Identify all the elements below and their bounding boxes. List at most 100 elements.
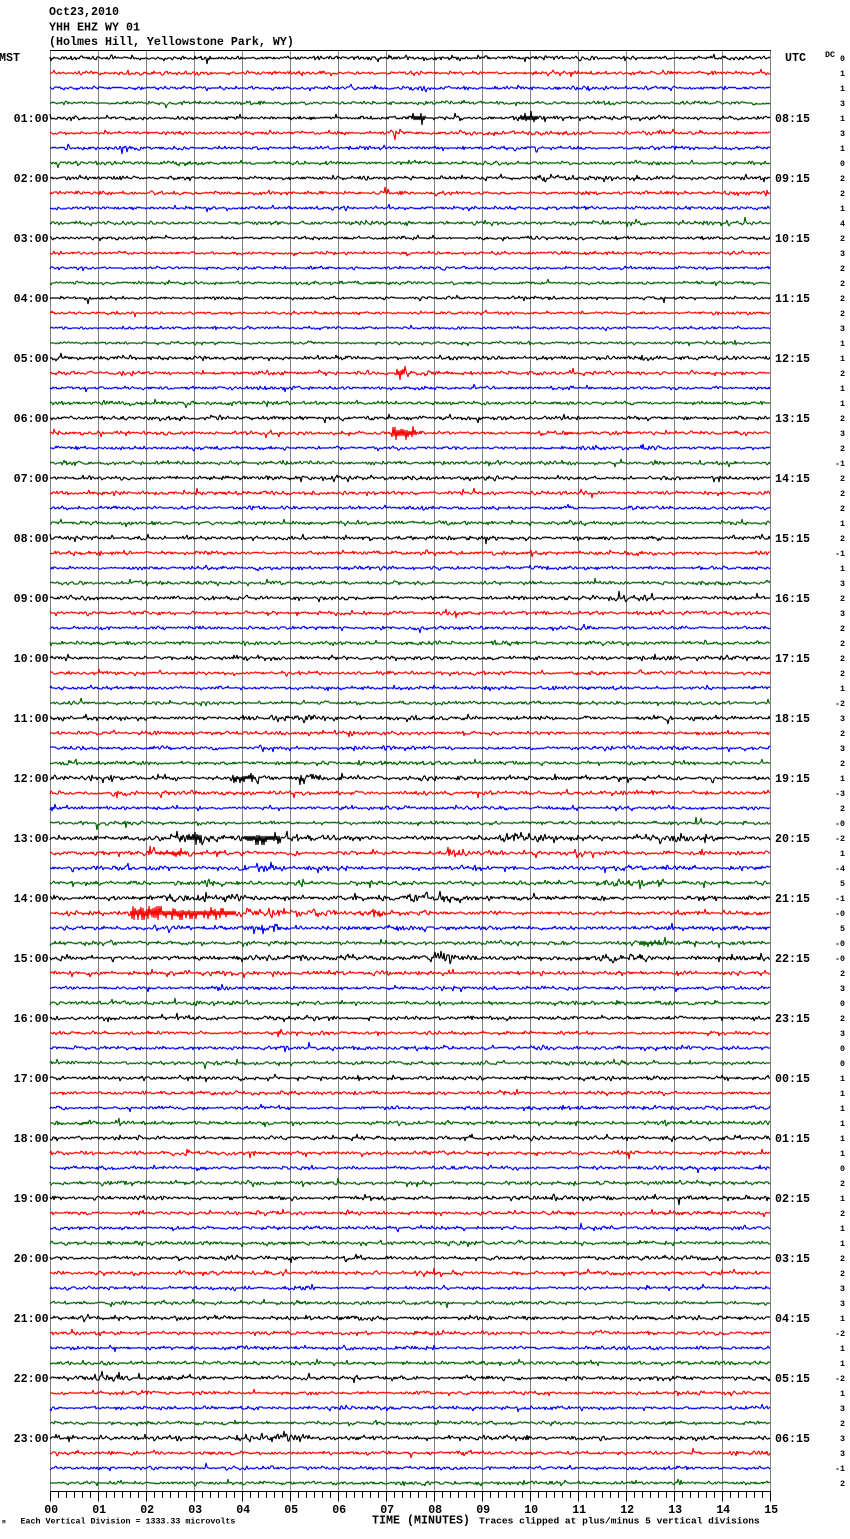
svg-text:-4: -4 [835,864,845,874]
svg-text:23:00: 23:00 [14,1432,49,1446]
svg-text:5: 5 [840,924,845,934]
svg-text:1: 1 [840,1074,845,1084]
svg-text:2: 2 [840,1254,845,1264]
svg-text:1: 1 [840,1104,845,1114]
svg-text:14: 14 [716,1503,730,1517]
svg-text:5: 5 [840,879,845,889]
svg-text:3: 3 [840,1299,845,1309]
svg-text:15:00: 15:00 [14,952,49,966]
svg-text:2: 2 [840,309,845,319]
svg-text:2: 2 [840,1014,845,1024]
svg-text:07:00: 07:00 [14,472,49,486]
svg-text:03:00: 03:00 [14,232,49,246]
svg-text:1: 1 [840,144,845,154]
svg-text:08:15: 08:15 [775,112,810,126]
svg-text:15:15: 15:15 [775,532,810,546]
svg-text:1: 1 [840,849,845,859]
svg-text:03:15: 03:15 [775,1252,810,1266]
svg-text:3: 3 [840,1434,845,1444]
svg-text:-0: -0 [835,819,845,829]
svg-text:-1: -1 [835,894,845,904]
svg-text:1: 1 [840,1344,845,1354]
svg-text:06:00: 06:00 [14,412,49,426]
svg-text:-2: -2 [835,699,845,709]
svg-text:1: 1 [840,1194,845,1204]
svg-text:17:15: 17:15 [775,652,810,666]
svg-text:-0: -0 [835,909,845,919]
svg-text:21:00: 21:00 [14,1312,49,1326]
svg-text:09:00: 09:00 [14,592,49,606]
svg-text:06:15: 06:15 [775,1432,810,1446]
svg-text:2: 2 [840,189,845,199]
svg-text:2: 2 [840,594,845,604]
svg-text:2: 2 [840,279,845,289]
svg-text:2: 2 [840,1179,845,1189]
svg-text:-0: -0 [835,954,845,964]
svg-text:10:00: 10:00 [14,652,49,666]
svg-text:14:00: 14:00 [14,892,49,906]
svg-text:05: 05 [284,1503,298,1517]
svg-text:Traces clipped at plus/minus 5: Traces clipped at plus/minus 5 vertical … [479,1516,760,1527]
svg-text:22:00: 22:00 [14,1372,49,1386]
svg-text:09: 09 [476,1503,490,1517]
svg-text:00:15: 00:15 [775,1072,810,1086]
svg-text:01:00: 01:00 [14,112,49,126]
svg-text:0: 0 [840,999,845,1009]
svg-text:2: 2 [840,1269,845,1279]
svg-text:19:00: 19:00 [14,1192,49,1206]
svg-text:18:15: 18:15 [775,712,810,726]
svg-text:1: 1 [840,1224,845,1234]
svg-text:1: 1 [840,69,845,79]
svg-text:2: 2 [840,234,845,244]
svg-text:M: M [2,1519,6,1526]
svg-text:1: 1 [840,354,845,364]
svg-text:2: 2 [840,369,845,379]
svg-text:1: 1 [840,84,845,94]
svg-text:3: 3 [840,744,845,754]
svg-text:2: 2 [840,969,845,979]
svg-text:MST: MST [0,51,20,65]
svg-text:04: 04 [236,1503,250,1517]
svg-text:2: 2 [840,639,845,649]
svg-text:YHH EHZ WY 01: YHH EHZ WY 01 [49,21,140,35]
svg-text:(Holmes Hill, Yellowstone Park: (Holmes Hill, Yellowstone Park, WY) [49,35,294,49]
svg-text:1: 1 [840,774,845,784]
svg-text:-3: -3 [835,789,845,799]
svg-text:1: 1 [840,339,845,349]
svg-text:13:00: 13:00 [14,832,49,846]
svg-text:UTC: UTC [785,51,806,65]
svg-text:02: 02 [140,1503,154,1517]
svg-text:14:15: 14:15 [775,472,810,486]
svg-text:13: 13 [668,1503,682,1517]
svg-text:07: 07 [380,1503,394,1517]
svg-text:2: 2 [840,174,845,184]
svg-text:03: 03 [188,1503,202,1517]
svg-text:08: 08 [428,1503,442,1517]
svg-text:02:15: 02:15 [775,1192,810,1206]
svg-text:1: 1 [840,1149,845,1159]
svg-text:3: 3 [840,249,845,259]
svg-text:0: 0 [840,1164,845,1174]
svg-text:-2: -2 [835,1374,845,1384]
svg-text:01:15: 01:15 [775,1132,810,1146]
svg-text:3: 3 [840,1284,845,1294]
svg-text:21:15: 21:15 [775,892,810,906]
svg-text:1: 1 [840,519,845,529]
svg-text:2: 2 [840,1209,845,1219]
svg-text:1: 1 [840,1239,845,1249]
svg-text:20:15: 20:15 [775,832,810,846]
svg-text:1: 1 [840,204,845,214]
svg-text:2: 2 [840,804,845,814]
svg-text:02:00: 02:00 [14,172,49,186]
svg-text:3: 3 [840,984,845,994]
svg-text:3: 3 [840,1029,845,1039]
svg-text:3: 3 [840,609,845,619]
svg-text:1: 1 [840,1134,845,1144]
svg-text:1: 1 [840,384,845,394]
svg-text:11: 11 [572,1503,586,1517]
svg-text:1: 1 [840,564,845,574]
svg-text:2: 2 [840,624,845,634]
svg-text:2: 2 [840,264,845,274]
svg-text:3: 3 [840,324,845,334]
svg-text:1: 1 [840,1359,845,1369]
